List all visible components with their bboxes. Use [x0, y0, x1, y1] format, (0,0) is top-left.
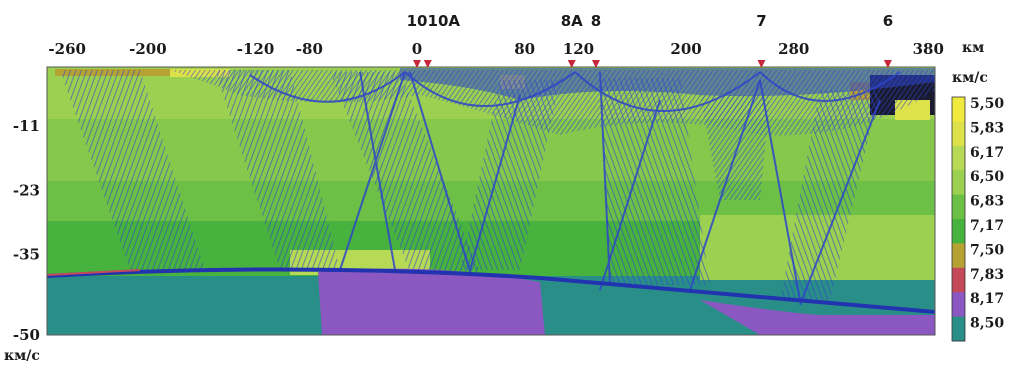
colorbar-label: 8,50: [970, 316, 1004, 332]
ray-fan-6: [780, 90, 880, 300]
station-label: 8: [591, 12, 601, 30]
station-marker: [883, 60, 892, 68]
station-marker: [757, 60, 766, 68]
velocity-model: [47, 67, 935, 335]
y-axis-unit: км/с: [4, 348, 40, 364]
y-tick-label: -50: [13, 326, 40, 344]
station-marker: [423, 60, 432, 68]
colorbar-label: 6,83: [970, 194, 1004, 210]
station-label: 10: [407, 12, 428, 30]
colorbar-swatch: [952, 292, 965, 318]
x-axis-unit: км: [962, 40, 984, 56]
ray-fan-2: [215, 70, 340, 270]
station-label: 7: [756, 12, 766, 30]
ray-fan-5: [600, 78, 710, 285]
station-marker: [567, 60, 576, 68]
mantle-anomaly-right: [700, 300, 935, 335]
station-markers: 10 10A 8A 8 7 6: [407, 12, 893, 68]
ray-fan-1: [60, 70, 205, 270]
station-label: 10A: [428, 12, 461, 30]
x-tick-label: 80: [514, 40, 535, 58]
x-tick-label: 200: [670, 40, 701, 58]
colorbar-label: 7,50: [970, 242, 1004, 258]
y-tick-label: -11: [13, 117, 40, 135]
colorbar-swatch: [952, 194, 965, 220]
ray-fan-4: [460, 80, 560, 270]
colorbar-swatch: [952, 267, 965, 293]
colorbar-label: 5,50: [970, 96, 1004, 112]
x-tick-label: -200: [129, 40, 167, 58]
colorbar-swatch: [952, 121, 965, 147]
colorbar-unit: км/с: [952, 70, 988, 86]
moho-boundary: [47, 267, 935, 314]
colorbar-label: 6,50: [970, 169, 1004, 185]
y-tick-label: -35: [13, 246, 40, 264]
colorbar-label: 5,83: [970, 120, 1004, 136]
colorbar-swatch: [952, 219, 965, 244]
block-left-lower: [47, 233, 115, 273]
station-marker: [413, 60, 421, 68]
station-marker: [591, 60, 600, 68]
colorbar-label: 7,83: [970, 267, 1004, 283]
x-tick-label: 0: [412, 40, 422, 58]
plot-frame: [46, 66, 936, 336]
station-label: 6: [883, 12, 893, 30]
x-tick-label: 380: [913, 40, 944, 58]
colorbar-swatch: [952, 316, 965, 342]
mantle-anomaly-center: [318, 268, 545, 335]
y-axis-ticks: -11 -23 -35 -50: [13, 117, 40, 344]
x-tick-label: -120: [237, 40, 275, 58]
colorbar-swatch: [952, 97, 965, 122]
colorbar: 5,50 5,83 6,17 6,50 6,83 7,17 7,50 7,83 8,17 8,50: [951, 96, 1004, 342]
colorbar-swatch: [952, 243, 965, 269]
x-tick-label: -260: [48, 40, 86, 58]
station-label: 8A: [561, 12, 583, 30]
ray-arcs-top-dark: [400, 68, 935, 100]
colorbar-swatch: [952, 145, 965, 171]
x-axis-ticks: -260 -200 -120 -80 0 80 120 200 280 380: [48, 40, 944, 58]
x-tick-label: -80: [296, 40, 323, 58]
ray-lines: [249, 71, 901, 306]
x-tick-label: 280: [778, 40, 809, 58]
y-tick-label: -23: [13, 181, 40, 199]
moho-highlight: [47, 269, 141, 276]
colorbar-frame: [951, 96, 966, 342]
ray-fan-3: [330, 72, 480, 272]
colorbar-label: 7,17: [970, 218, 1004, 234]
colorbar-swatch: [952, 170, 965, 196]
colorbar-label: 6,17: [970, 145, 1004, 161]
colorbar-label: 8,17: [970, 291, 1004, 307]
x-tick-label: 120: [563, 40, 594, 58]
